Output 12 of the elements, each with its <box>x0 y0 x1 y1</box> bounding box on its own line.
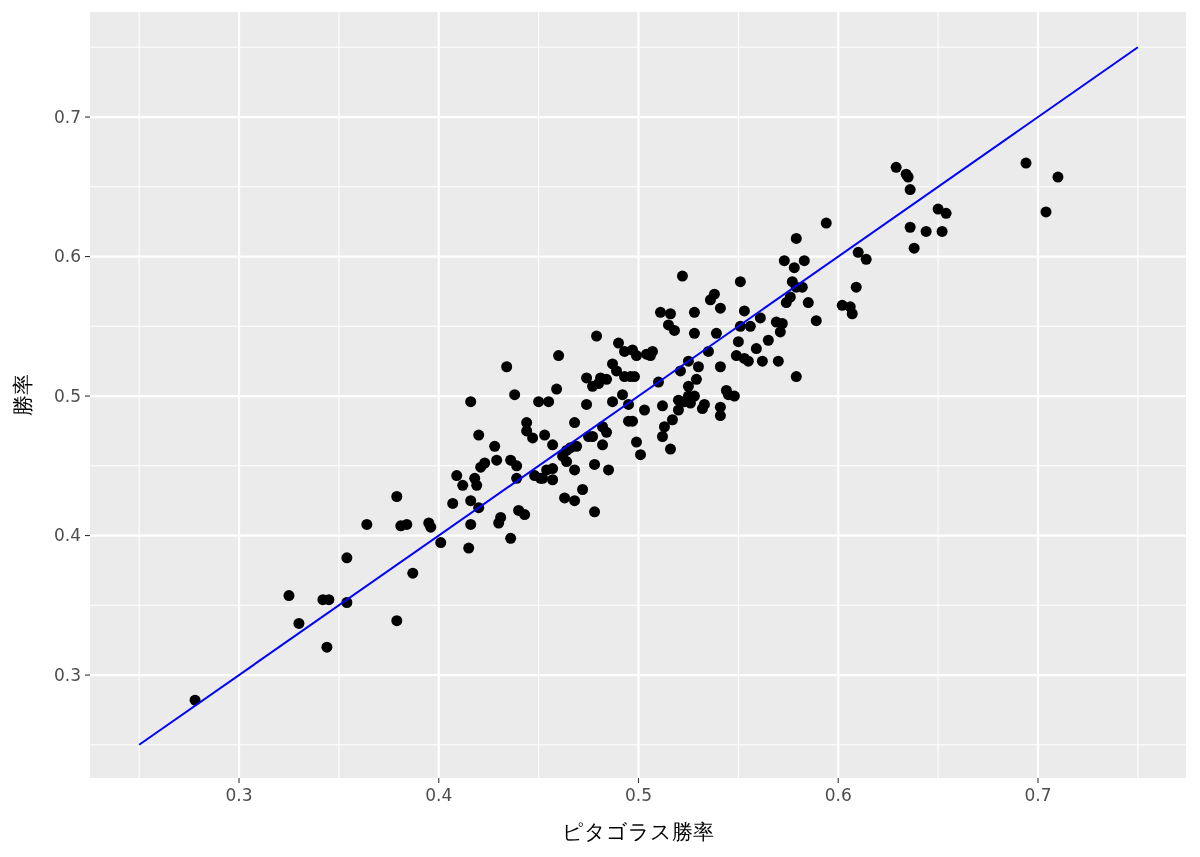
y-axis-title: 勝率 <box>11 374 35 416</box>
x-tick-label: 0.7 <box>1024 785 1052 805</box>
y-tick-label: 0.3 <box>53 665 81 685</box>
x-tick-label: 0.6 <box>824 785 852 805</box>
x-tick-label: 0.5 <box>624 785 653 805</box>
y-tick-label: 0.6 <box>53 246 81 267</box>
y-tick-label: 0.7 <box>53 106 81 127</box>
y-tick-label: 0.4 <box>53 525 81 546</box>
x-tick-label: 0.4 <box>425 785 453 805</box>
x-tick-label: 0.3 <box>225 785 253 805</box>
y-tick-label: 0.5 <box>53 386 81 406</box>
x-axis-title: ピタゴラス勝率 <box>562 820 714 844</box>
